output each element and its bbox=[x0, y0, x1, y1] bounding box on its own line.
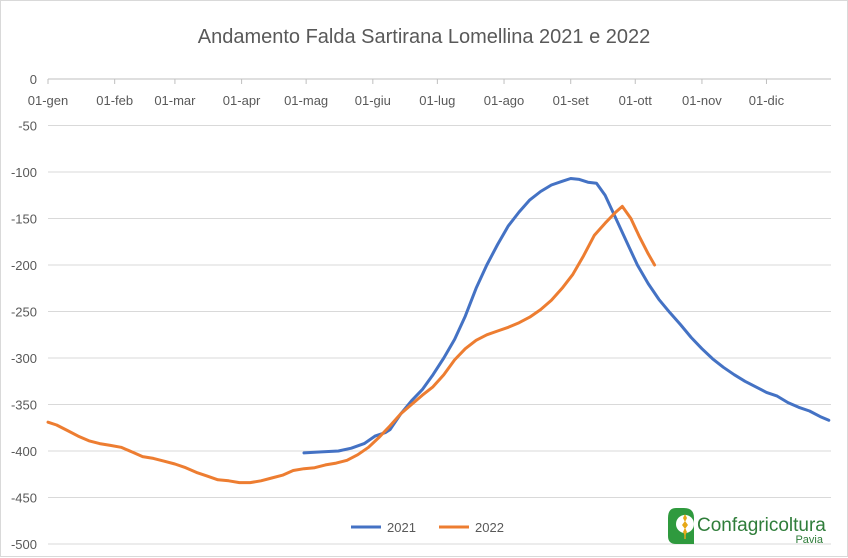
x-tick-label: 01-mag bbox=[284, 93, 328, 108]
x-axis-ticks: 01-gen 01-feb 01-mar 01-apr 01-mag 01-giu 01-l… bbox=[28, 79, 785, 108]
x-tick-label: 01-nov bbox=[682, 93, 722, 108]
legend-label-2022: 2022 bbox=[475, 520, 504, 535]
logo-name: Confagricoltura bbox=[697, 515, 826, 536]
y-tick-label: -350 bbox=[11, 398, 37, 413]
x-tick-label: 01-ago bbox=[484, 93, 524, 108]
y-tick-label: -150 bbox=[11, 212, 37, 227]
chart-title: Andamento Falda Sartirana Lomellina 2021… bbox=[198, 26, 651, 48]
x-tick-label: 01-apr bbox=[223, 93, 261, 108]
legend-label-2021: 2021 bbox=[387, 520, 416, 535]
y-tick-label: -450 bbox=[11, 491, 37, 506]
x-tick-label: 01-set bbox=[553, 93, 590, 108]
x-tick-label: 01-ott bbox=[619, 93, 653, 108]
y-tick-label: -300 bbox=[11, 351, 37, 366]
series-lines bbox=[46, 177, 831, 485]
y-tick-label: -250 bbox=[11, 305, 37, 320]
y-axis-ticks: 0 -50 -100 -150 -200 -250 -300 -350 -400 -450 -500 bbox=[11, 72, 37, 552]
y-tick-label: -50 bbox=[18, 119, 37, 134]
legend: 2021 2022 bbox=[351, 520, 504, 535]
y-tick-label: 0 bbox=[30, 72, 37, 87]
x-tick-label: 01-mar bbox=[154, 93, 196, 108]
logo-sub: Pavia bbox=[795, 534, 823, 546]
y-tick-label: -400 bbox=[11, 444, 37, 459]
series-line-2021 bbox=[302, 177, 831, 455]
x-tick-label: 01-gen bbox=[28, 93, 68, 108]
y-tick-label: -100 bbox=[11, 165, 37, 180]
y-tick-label: -500 bbox=[11, 537, 37, 552]
y-tick-label: -200 bbox=[11, 258, 37, 273]
x-tick-label: 01-feb bbox=[96, 93, 133, 108]
gridlines bbox=[48, 78, 831, 545]
confagricoltura-logo: Confagricoltura Pavia bbox=[668, 508, 826, 546]
x-tick-label: 01-lug bbox=[419, 93, 455, 108]
x-tick-label: 01-dic bbox=[749, 93, 785, 108]
x-tick-label: 01-giu bbox=[355, 93, 391, 108]
series-line-2022 bbox=[46, 204, 657, 485]
wheat-logo-icon bbox=[668, 508, 694, 544]
